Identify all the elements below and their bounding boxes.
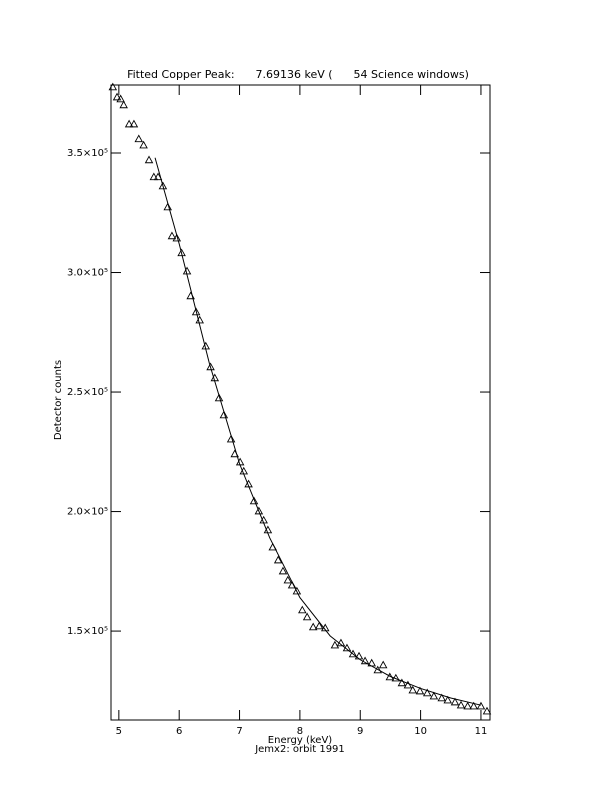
y-tick-label: 2.5×10⁵ — [67, 387, 108, 398]
data-point — [373, 665, 383, 674]
x-tick-label: 9 — [357, 726, 363, 737]
data-point — [408, 685, 418, 694]
data-point — [254, 506, 264, 515]
data-point — [308, 622, 318, 631]
data-point — [278, 566, 288, 575]
data-point — [314, 621, 324, 630]
data-point — [163, 202, 172, 211]
x-tick-label: 5 — [116, 726, 122, 737]
data-point — [139, 140, 148, 149]
data-point — [283, 575, 293, 584]
data-point — [450, 697, 460, 706]
data-point — [226, 434, 236, 443]
data-point — [302, 612, 312, 621]
data-point — [129, 119, 139, 128]
data-point — [177, 248, 186, 257]
data-point — [112, 92, 122, 101]
x-tick-label: 8 — [297, 726, 303, 737]
data-point — [167, 231, 177, 240]
data-point — [429, 691, 439, 700]
data-point — [149, 172, 159, 181]
x-axis-label: Energy (keV) — [268, 735, 333, 746]
data-point — [158, 181, 168, 190]
data-point — [116, 94, 125, 103]
x-tick-label: 11 — [475, 726, 488, 737]
data-point — [273, 555, 283, 564]
y-tick-label: 1.5×10⁵ — [67, 626, 108, 637]
data-point — [249, 496, 259, 505]
data-point — [456, 700, 466, 709]
chart-title: Fitted Copper Peak: 7.69136 keV ( 54 Sci… — [127, 68, 469, 81]
y-tick-label: 3.5×10⁵ — [67, 148, 108, 159]
x-tick-label: 7 — [236, 726, 242, 737]
data-point — [437, 693, 446, 702]
data-point — [415, 686, 425, 695]
data-point — [292, 586, 302, 595]
y-tick-label: 3.0×10⁵ — [67, 268, 108, 279]
data-point — [476, 701, 486, 710]
data-point — [214, 393, 224, 402]
data-point — [330, 640, 340, 649]
data-point — [422, 688, 432, 697]
data-point — [469, 701, 478, 710]
subtitle: Jemx2: orbit 1991 — [254, 744, 345, 755]
data-point — [134, 134, 144, 143]
data-point — [397, 678, 407, 687]
data-point — [378, 660, 388, 669]
data-point — [191, 307, 201, 316]
data-point — [482, 706, 492, 715]
data-point — [360, 656, 370, 665]
data-point — [298, 605, 307, 614]
data-point — [206, 362, 215, 371]
x-tick-label: 10 — [414, 726, 427, 737]
data-point — [172, 233, 182, 242]
data-point — [403, 680, 413, 689]
fit-line — [154, 157, 482, 706]
data-point — [443, 695, 453, 704]
data-point — [144, 155, 154, 164]
data-point — [119, 100, 128, 109]
data-point — [219, 410, 229, 419]
data-point — [108, 82, 118, 91]
data-point — [348, 649, 358, 658]
data-point — [463, 701, 472, 710]
plot-frame — [110, 84, 491, 721]
x-tick-label: 6 — [176, 726, 182, 737]
y-tick-label: 2.0×10⁵ — [67, 507, 108, 518]
y-axis-label: Detector counts — [53, 360, 64, 440]
data-point — [124, 119, 134, 128]
